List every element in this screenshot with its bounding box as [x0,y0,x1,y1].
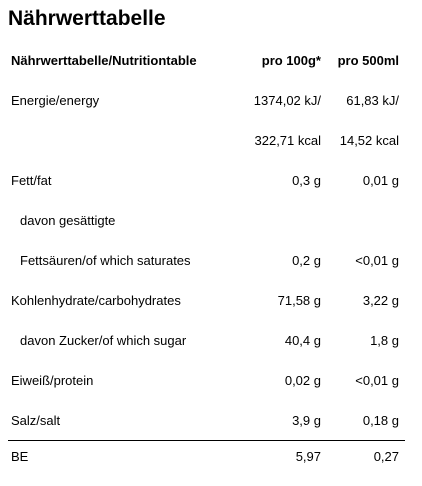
row-label: Fettsäuren/of which saturates [20,252,191,268]
table-row-be: BE 5,97 0,27 [8,440,405,471]
value-per-500ml [321,200,405,240]
value-per-500ml: 1,8 g [370,332,399,348]
header-label: Nährwerttabelle/Nutritiontable [11,52,197,68]
row-label: Salz/salt [11,412,61,428]
value-per-100g: 1374,02 kJ/ [253,92,321,108]
table-header-row: Nährwerttabelle/Nutritiontable pro 100g*… [8,40,405,80]
row-label: davon gesättigte [20,212,116,228]
value-per-100g: 0,3 g [292,172,321,188]
header-per-100g: pro 100g* [261,52,321,68]
page-title: Nährwerttabelle [8,7,166,30]
row-label: Kohlenhydrate/carbohydrates [11,292,181,308]
value-per-100g [239,200,321,240]
header-per-500ml: pro 500ml [337,52,399,68]
table-row-saturates-heading: davon gesättigte [8,200,405,240]
table-row-fat: Fett/fat 0,3 g 0,01 g [8,160,405,200]
value-per-100g: 0,02 g [284,372,321,388]
row-label [8,120,239,160]
value-per-100g: 5,97 [239,440,321,471]
table-row-energy-kj: Energie/energy 1374,02 kJ/ 61,83 kJ/ [8,80,405,120]
table-row-energy-kcal: 322,71 kcal 14,52 kcal [8,120,405,160]
value-per-500ml: 61,83 kJ/ [346,92,399,108]
value-per-500ml: 0,18 g [362,412,399,428]
row-label: davon Zucker/of which sugar [20,332,187,348]
table-row-carbohydrates: Kohlenhydrate/carbohydrates 71,58 g 3,22… [8,280,405,320]
row-label: Energie/energy [11,92,100,108]
value-per-500ml: <0,01 g [355,252,399,268]
value-per-500ml: 0,01 g [362,172,399,188]
value-per-100g: 3,9 g [292,412,321,428]
value-per-500ml: <0,01 g [355,372,399,388]
value-per-100g: 40,4 g [284,332,321,348]
table-row-sugar: davon Zucker/of which sugar 40,4 g 1,8 g [8,320,405,360]
table-row-salt: Salz/salt 3,9 g 0,18 g [8,400,405,441]
row-label: Fett/fat [11,172,52,188]
nutrition-table: Nährwerttabelle/Nutritiontable pro 100g*… [8,40,405,471]
value-per-500ml: 0,27 [321,440,405,471]
value-per-100g: 71,58 g [277,292,321,308]
value-per-500ml: 14,52 kcal [339,132,399,148]
row-label: Eiweiß/protein [11,372,94,388]
row-label: BE [8,440,239,471]
value-per-100g: 322,71 kcal [254,132,322,148]
value-per-100g: 0,2 g [292,252,321,268]
value-per-500ml: 3,22 g [362,292,399,308]
table-row-saturates: Fettsäuren/of which saturates 0,2 g <0,0… [8,240,405,280]
table-row-protein: Eiweiß/protein 0,02 g <0,01 g [8,360,405,400]
